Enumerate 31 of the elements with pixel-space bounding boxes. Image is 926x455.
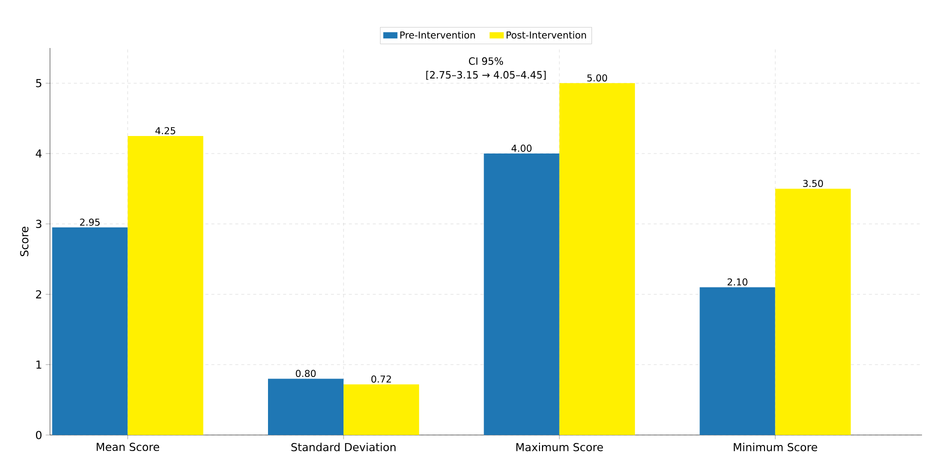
y-tick-label: 5 xyxy=(36,79,42,88)
x-tick-label: Maximum Score xyxy=(516,442,603,452)
data-label: 2.10 xyxy=(728,278,748,286)
bar xyxy=(128,136,204,435)
bar xyxy=(344,384,420,435)
legend-label: Pre-Intervention xyxy=(400,31,475,39)
data-label: 4.00 xyxy=(512,144,532,152)
y-tick-label: 3 xyxy=(36,220,42,228)
data-label: 0.80 xyxy=(296,370,316,378)
x-tick-label: Standard Deviation xyxy=(291,442,396,452)
bar xyxy=(268,378,344,435)
annotation: CI 95% xyxy=(468,57,504,65)
y-tick-label: 1 xyxy=(36,360,42,369)
x-tick-label: Mean Score xyxy=(96,442,160,452)
data-label: 4.25 xyxy=(155,127,176,134)
y-axis-title: Score xyxy=(20,226,28,256)
y-tick-label: 2 xyxy=(36,290,42,298)
bar xyxy=(484,154,560,435)
data-label: 0.72 xyxy=(371,375,391,383)
bar xyxy=(559,83,635,435)
data-label: 2.95 xyxy=(80,218,100,226)
annotation: [2.75–3.15 → 4.05–4.45] xyxy=(426,70,546,80)
bar xyxy=(52,227,128,435)
bar xyxy=(700,287,776,435)
y-tick-label: 4 xyxy=(36,150,42,158)
x-tick-label: Minimum Score xyxy=(734,442,818,452)
legend-label: Post-Intervention xyxy=(506,31,586,39)
data-label: 3.50 xyxy=(803,180,823,188)
bar xyxy=(775,188,851,435)
data-label: 5.00 xyxy=(587,74,608,82)
y-tick-label: 0 xyxy=(36,430,42,440)
